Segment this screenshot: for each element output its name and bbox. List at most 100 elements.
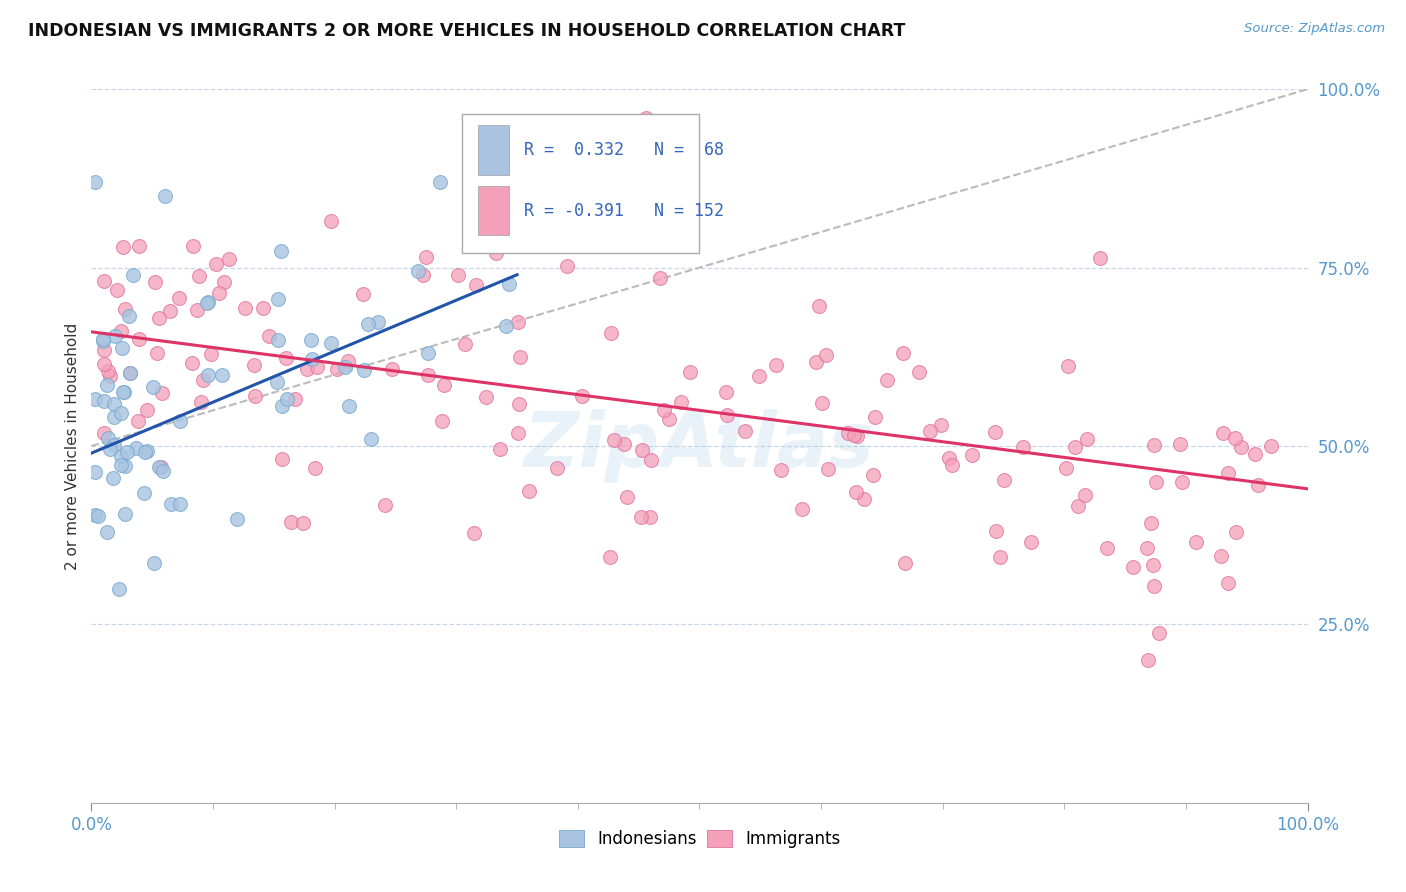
Point	[920, 425, 942, 439]
Point	[305, 360, 328, 375]
Point	[111, 384, 134, 399]
Point	[292, 516, 315, 531]
Point	[148, 460, 170, 475]
Point	[105, 283, 128, 297]
Point	[187, 268, 209, 283]
Point	[555, 259, 578, 273]
Point	[218, 252, 240, 266]
Point	[1137, 653, 1160, 667]
Point	[415, 250, 437, 264]
Point	[612, 437, 634, 451]
Point	[1067, 499, 1090, 513]
Legend: Indonesians, Immigrants: Indonesians, Immigrants	[553, 823, 846, 855]
Point	[103, 438, 125, 452]
Point	[810, 396, 832, 410]
Point	[337, 353, 360, 368]
Point	[110, 458, 132, 473]
Point	[648, 271, 671, 285]
Point	[652, 402, 675, 417]
Point	[127, 415, 149, 429]
Point	[197, 368, 219, 382]
Point	[412, 268, 434, 283]
Point	[447, 268, 470, 282]
Point	[103, 409, 125, 424]
Point	[128, 239, 150, 253]
Point	[1260, 438, 1282, 452]
Point	[381, 362, 404, 376]
Point	[600, 326, 623, 340]
Point	[84, 392, 107, 406]
Point	[259, 329, 281, 343]
Point	[599, 549, 621, 564]
Point	[97, 364, 120, 378]
Point	[87, 509, 110, 524]
Point	[104, 329, 127, 343]
Point	[844, 428, 866, 442]
Point	[938, 451, 960, 466]
Point	[988, 550, 1011, 565]
Point	[212, 275, 235, 289]
Point	[1171, 475, 1194, 489]
Point	[326, 362, 349, 376]
Point	[150, 385, 173, 400]
Point	[429, 175, 451, 189]
Point	[495, 318, 517, 333]
Point	[91, 332, 114, 346]
Point	[1064, 441, 1087, 455]
Point	[508, 315, 530, 329]
Point	[110, 406, 132, 420]
Point	[96, 377, 118, 392]
Point	[1142, 558, 1164, 572]
Point	[205, 257, 228, 271]
Point	[595, 202, 617, 217]
Point	[1147, 626, 1170, 640]
Point	[148, 311, 170, 326]
Point	[243, 389, 266, 403]
Point	[357, 317, 380, 331]
Point	[103, 397, 125, 411]
Point	[1095, 541, 1118, 555]
Point	[433, 378, 456, 392]
Point	[195, 296, 218, 310]
Text: Source: ZipAtlas.com: Source: ZipAtlas.com	[1244, 22, 1385, 36]
Point	[845, 428, 868, 442]
Point	[1139, 516, 1161, 530]
Point	[270, 244, 292, 259]
Point	[108, 582, 131, 596]
Point	[1011, 440, 1033, 454]
Point	[893, 556, 915, 570]
Point	[1144, 475, 1167, 489]
Point	[865, 410, 887, 425]
Point	[110, 449, 132, 463]
Point	[1076, 432, 1098, 446]
Point	[616, 490, 638, 504]
Point	[1168, 436, 1191, 450]
Point	[267, 334, 290, 348]
Point	[430, 414, 453, 428]
Text: R = -0.391   N = 152: R = -0.391 N = 152	[524, 202, 724, 219]
FancyBboxPatch shape	[478, 125, 509, 175]
Point	[333, 360, 356, 375]
Point	[153, 189, 176, 203]
Point	[270, 452, 292, 467]
Point	[101, 471, 124, 485]
Point	[748, 368, 770, 383]
Point	[93, 394, 115, 409]
Point	[276, 351, 298, 366]
Point	[517, 483, 540, 498]
Point	[716, 384, 738, 399]
Point	[1143, 438, 1166, 452]
Point	[837, 425, 859, 440]
Point	[603, 433, 626, 447]
Point	[233, 301, 256, 316]
Point	[508, 397, 530, 411]
Point	[1185, 535, 1208, 549]
Point	[508, 425, 530, 440]
Point	[862, 467, 884, 482]
Point	[270, 399, 292, 413]
Point	[93, 274, 115, 288]
Point	[765, 358, 787, 372]
Text: ZipAtlas: ZipAtlas	[524, 409, 875, 483]
Point	[893, 346, 915, 360]
Point	[941, 458, 963, 472]
